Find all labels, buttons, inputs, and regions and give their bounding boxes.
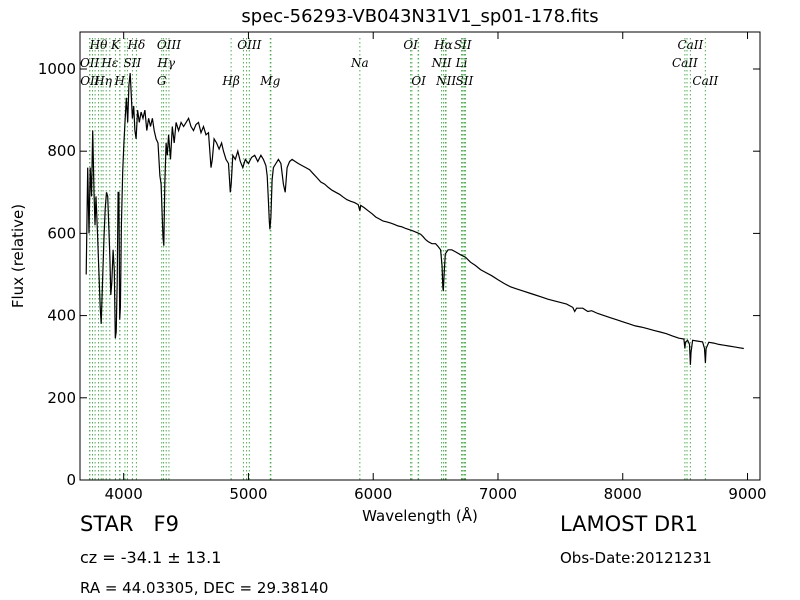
spectrum-line: [85, 73, 744, 365]
ra-dec-coordinates: RA = 44.03305, DEC = 29.38140: [80, 579, 329, 597]
spectral-line-label: OI: [411, 74, 426, 88]
x-tick-label: 9000: [728, 485, 766, 503]
spectral-line-label: CaII: [672, 56, 698, 70]
y-tick-label: 800: [47, 142, 76, 160]
chart-title: spec-56293-VB043N31V1_sp01-178.fits: [241, 6, 598, 27]
spectral-line-label: CaII: [692, 74, 718, 88]
x-tick-label: 6000: [354, 485, 392, 503]
spectral-line-label: OI: [403, 38, 418, 52]
spectral-line-label: OII: [80, 74, 100, 88]
spectral-line-label: H: [113, 74, 125, 88]
spectral-line-label: K: [110, 38, 121, 52]
spectral-line-label: SII: [456, 74, 474, 88]
y-tick-label: 400: [47, 307, 76, 325]
spectral-line-label: Hα: [433, 38, 453, 52]
x-tick-label: 5000: [229, 485, 267, 503]
object-class-type: STAR: [80, 512, 134, 536]
y-tick-label: 1000: [38, 60, 76, 78]
redshift-cz: cz = -34.1 ± 13.1: [80, 548, 222, 567]
x-axis-ticks: 4000 5000 6000 7000 8000 9000: [105, 32, 767, 503]
spectral-line-label: OIII: [157, 38, 181, 52]
spectral-line-label: OII: [80, 56, 100, 70]
x-tick-label: 8000: [604, 485, 642, 503]
spectral-line-label: Hη: [93, 74, 112, 88]
spectral-line-label: Li: [455, 56, 468, 70]
spectral-line-label: Hθ: [89, 38, 108, 52]
spectral-line-label: Hδ: [127, 38, 146, 52]
spectral-line-markers: [89, 38, 706, 480]
y-tick-label: 0: [66, 471, 76, 489]
y-tick-label: 600: [47, 224, 76, 242]
x-tick-label: 4000: [105, 485, 143, 503]
y-axis-ticks: 0 200 400 600 800 1000: [38, 60, 760, 489]
object-subclass: F9: [153, 512, 179, 536]
observation-date: Obs-Date:20121231: [560, 549, 712, 567]
survey-name: LAMOST DR1: [560, 512, 699, 536]
spectral-line-label: SII: [454, 38, 472, 52]
x-axis-label: Wavelength (Å): [362, 506, 478, 525]
spectral-line-label: OIII: [237, 38, 261, 52]
spectral-line-label: G: [157, 74, 167, 88]
spectral-line-label: Na: [350, 56, 369, 70]
y-tick-label: 200: [47, 389, 76, 407]
x-tick-label: 7000: [479, 485, 517, 503]
spectral-line-label: Mg: [259, 74, 280, 88]
y-axis-label: Flux (relative): [9, 204, 27, 308]
spectral-line-label: SII: [124, 56, 142, 70]
plot-frame: [79, 31, 761, 481]
spectral-line-label: Hε: [100, 56, 118, 70]
spectral-line-label: Hβ: [221, 74, 239, 88]
spectral-line-label: CaII: [677, 38, 703, 52]
spectral-line-label: NII: [431, 56, 452, 70]
spectral-line-label: NII: [435, 74, 456, 88]
object-class: STAR F9: [80, 512, 179, 536]
spectral-line-label: Hγ: [156, 56, 175, 70]
